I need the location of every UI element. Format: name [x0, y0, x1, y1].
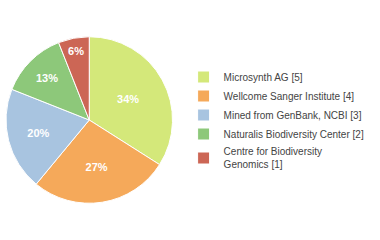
- svg-text:6%: 6%: [68, 45, 84, 57]
- svg-text:Mined from GenBank, NCBI [3]: Mined from GenBank, NCBI [3]: [224, 110, 362, 121]
- svg-text:27%: 27%: [86, 161, 108, 173]
- svg-text:Naturalis Biodiversity Center: Naturalis Biodiversity Center [2]: [224, 129, 364, 140]
- svg-text:34%: 34%: [117, 93, 139, 105]
- svg-text:13%: 13%: [36, 72, 58, 84]
- svg-text:Microsynth AG [5]: Microsynth AG [5]: [224, 72, 303, 83]
- svg-text:Wellcome Sanger Institute [4]: Wellcome Sanger Institute [4]: [224, 91, 355, 102]
- svg-text:Centre for BiodiversityGenomic: Centre for BiodiversityGenomics [1]: [224, 146, 322, 170]
- svg-text:20%: 20%: [27, 127, 49, 139]
